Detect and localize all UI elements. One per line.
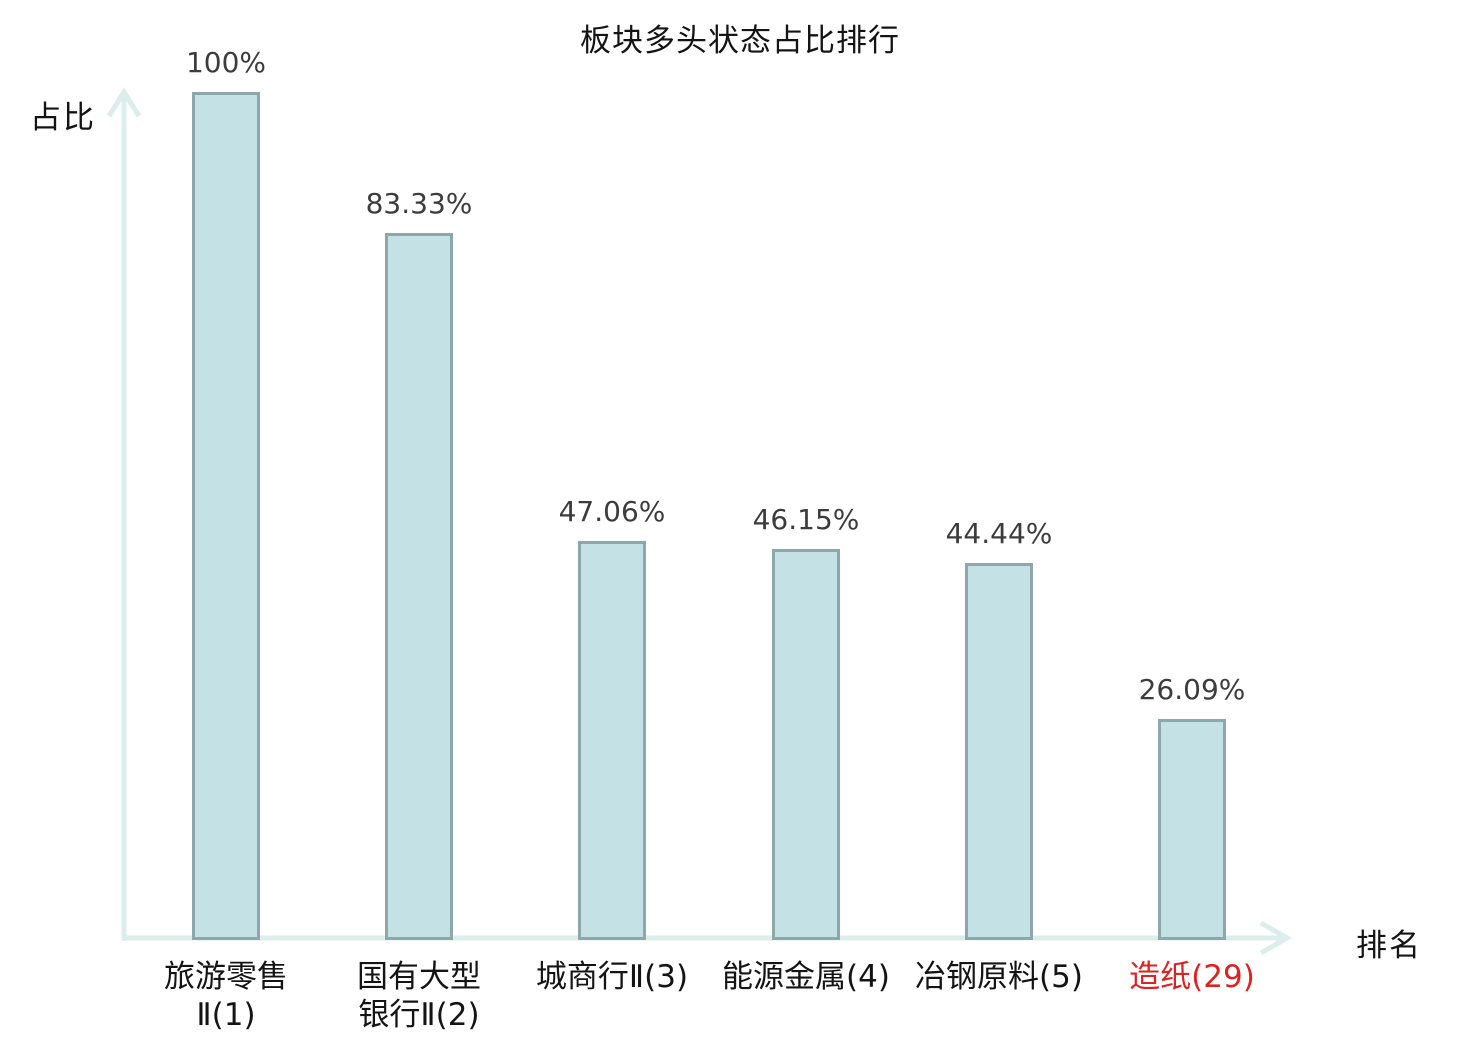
- bar-value-label: 46.15%: [752, 503, 860, 536]
- y-axis-label: 占比: [30, 100, 96, 136]
- y-axis-arrow-icon: [106, 87, 142, 118]
- bar-value-label: 47.06%: [558, 495, 666, 528]
- x-axis-arrow-icon: [1259, 920, 1293, 956]
- bar-value-label: 100%: [185, 46, 267, 79]
- bar: [385, 233, 453, 940]
- bar: [1158, 719, 1226, 940]
- bar-category-label: 国有大型 银行Ⅱ(2): [357, 959, 481, 1033]
- chart-title: 板块多头状态占比排行: [580, 23, 900, 59]
- bar-category-label: 冶钢原料(5): [915, 959, 1083, 995]
- bar-value-label: 26.09%: [1138, 673, 1246, 706]
- bar: [578, 541, 646, 940]
- x-axis-label: 排名: [1356, 928, 1422, 964]
- bar-category-label: 城商行Ⅱ(3): [535, 959, 689, 995]
- bar-category-label: 能源金属(4): [722, 959, 890, 995]
- bar: [772, 549, 840, 940]
- bar-category-label: 旅游零售 Ⅱ(1): [164, 959, 288, 1033]
- bar: [192, 92, 260, 940]
- bar-value-label: 44.44%: [945, 517, 1053, 550]
- bar: [965, 563, 1033, 940]
- bar-category-label: 造纸(29): [1129, 959, 1255, 995]
- bar-value-label: 83.33%: [365, 187, 473, 220]
